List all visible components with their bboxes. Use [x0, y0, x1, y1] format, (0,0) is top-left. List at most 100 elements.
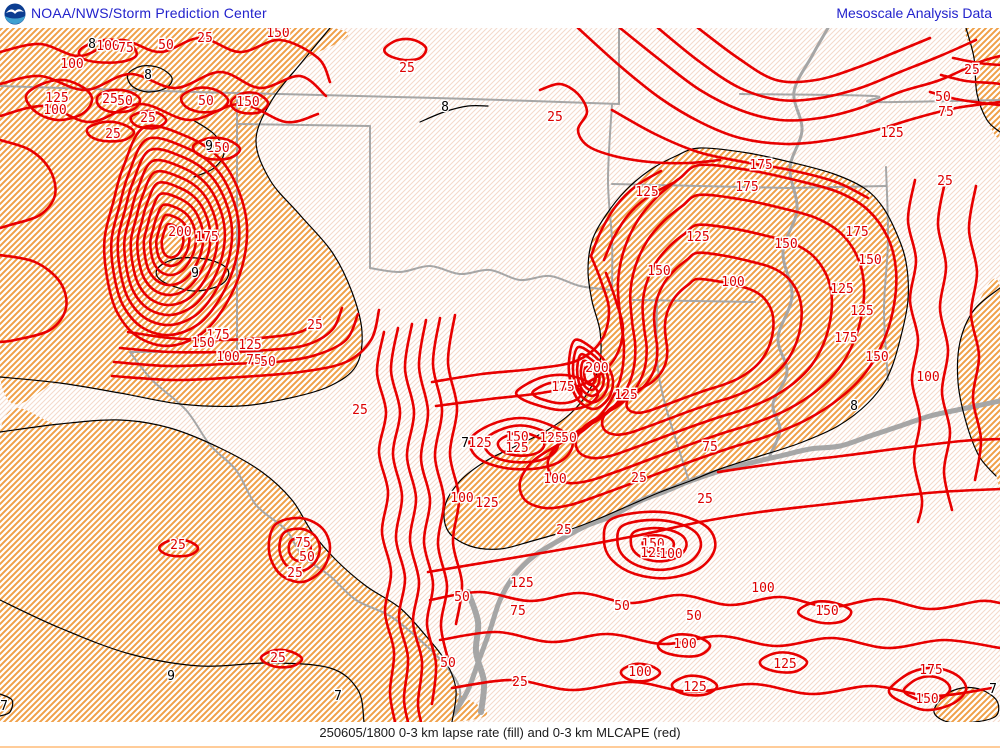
contour-label: 50 [454, 590, 470, 605]
contour-label: 150 [191, 336, 214, 351]
contour-label: 50 [117, 94, 133, 109]
page-title: Mesoscale Analysis Data [836, 5, 992, 21]
contour-label: 125 [830, 282, 853, 297]
contour-label: 25 [964, 63, 980, 78]
contour-label: 100 [216, 350, 239, 365]
contour-label: 50 [198, 94, 214, 109]
contour-label: 125 [880, 126, 903, 141]
contour-label: 25 [937, 174, 953, 189]
state-border-layer [0, 28, 1000, 716]
contour-label: 175 [834, 331, 857, 346]
contour-label: 100 [751, 581, 774, 596]
contour-label: 100 [60, 57, 83, 72]
contour-label: 8 [144, 68, 152, 83]
contour-label: 7 [0, 699, 8, 714]
contour-label: 100 [543, 472, 566, 487]
contour-label: 7 [334, 689, 342, 704]
contour-label: 125 [475, 496, 498, 511]
contour-label: 150 [815, 604, 838, 619]
map-caption: 250605/1800 0-3 km lapse rate (fill) and… [319, 725, 681, 740]
contour-label: 175 [206, 328, 229, 343]
contour-label: 150 [647, 264, 670, 279]
contour-label: 100 [916, 370, 939, 385]
contour-label: 150 [236, 95, 259, 110]
contour-label: 25 [102, 92, 118, 107]
noaa-logo[interactable] [4, 3, 26, 25]
contour-label: 150 [206, 141, 229, 156]
contour-label: 7 [989, 682, 997, 697]
contour-label: 25 [197, 31, 213, 46]
contour-label: 50 [614, 599, 630, 614]
contour-label: 25 [170, 538, 186, 553]
contour-label: 125 [45, 91, 68, 106]
contour-label: 125 [773, 657, 796, 672]
contour-label: 25 [352, 403, 368, 418]
contour-label: 25 [307, 318, 323, 333]
contour-label: 175 [735, 180, 758, 195]
contour-label: 50 [260, 355, 276, 370]
contour-label: 8 [441, 100, 449, 115]
contour-label: 150 [865, 350, 888, 365]
contour-label: 9 [205, 139, 213, 154]
contour-label: 50 [935, 90, 951, 105]
contour-label: 75 [510, 604, 526, 619]
contour-label: 7 [461, 436, 469, 451]
contour-label: 8 [88, 37, 96, 52]
contour-label: 150 [505, 430, 528, 445]
contour-label: 150 [774, 237, 797, 252]
contour-label: 9 [167, 669, 175, 684]
contour-label: 125 [640, 546, 663, 561]
contour-label: 50 [686, 609, 702, 624]
contour-label: 50 [561, 431, 577, 446]
contour-label: 50 [158, 38, 174, 53]
contour-label: 25 [287, 566, 303, 581]
contour-label: 125 [510, 576, 533, 591]
contour-label: 8 [850, 399, 858, 414]
contour-label: 25 [105, 127, 121, 142]
contour-label: 75 [118, 41, 134, 56]
contour-label: 200 [168, 225, 191, 240]
contour-label: 25 [270, 651, 286, 666]
contour-label: 9 [191, 266, 199, 281]
contour-label: 175 [919, 663, 942, 678]
contour-label: 100 [721, 275, 744, 290]
contour-label: 25 [697, 492, 713, 507]
contour-label: 100 [628, 665, 651, 680]
contour-label: 150 [641, 537, 664, 552]
contour-label: 150 [858, 253, 881, 268]
site-title[interactable]: NOAA/NWS/Storm Prediction Center [31, 5, 267, 21]
contour-label: 100 [659, 547, 682, 562]
contour-label: 150 [266, 28, 289, 41]
contour-label: 175 [749, 158, 772, 173]
contour-label: 75 [938, 105, 954, 120]
contour-label: 175 [195, 230, 218, 245]
contour-label: 175 [551, 380, 574, 395]
contour-label: 100 [96, 39, 119, 54]
contour-label: 125 [683, 680, 706, 695]
contour-label: 25 [140, 111, 156, 126]
contour-label: 125 [539, 431, 562, 446]
lapse-contour-layer [0, 28, 1000, 722]
header: NOAA/NWS/Storm Prediction Center Mesosca… [0, 0, 1000, 28]
contour-label: 100 [43, 103, 66, 118]
contour-label: 75 [702, 440, 718, 455]
contour-label: 25 [631, 471, 647, 486]
contour-label: 75 [246, 353, 262, 368]
mesoanalysis-map[interactable]: 100 75 50 25 150 100 125 100 25 50 50 150 25 25 150 200… [0, 28, 1000, 722]
contour-label: 25 [547, 110, 563, 125]
contour-label: 100 [450, 491, 473, 506]
contour-label: 75 [295, 536, 311, 551]
contour-label: 125 [850, 304, 873, 319]
contour-label: 125 [505, 441, 528, 456]
contour-label: 150 [915, 692, 938, 707]
contour-label: 175 [845, 225, 868, 240]
contour-label: 50 [299, 550, 315, 565]
contour-label: 125 [238, 338, 261, 353]
contour-label: 200 [585, 361, 608, 376]
contour-label: 25 [556, 523, 572, 538]
footer-rule [0, 746, 1000, 748]
contour-label: 125 [686, 230, 709, 245]
